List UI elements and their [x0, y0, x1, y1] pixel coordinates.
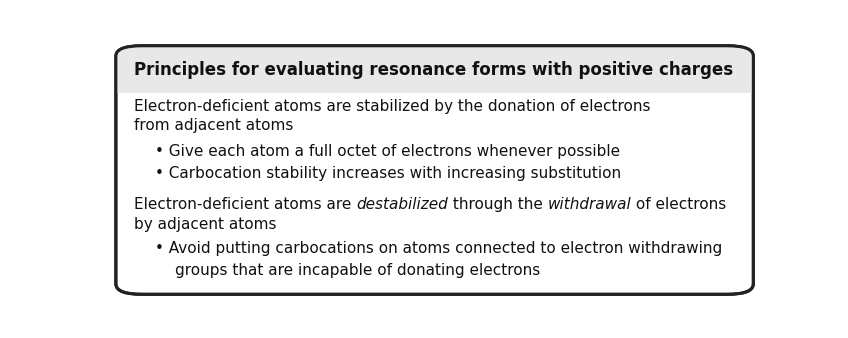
Text: by adjacent atoms: by adjacent atoms [134, 217, 276, 232]
Text: groups that are incapable of donating electrons: groups that are incapable of donating el… [175, 263, 540, 277]
Text: • Carbocation stability increases with increasing substitution: • Carbocation stability increases with i… [155, 166, 622, 181]
Text: • Give each atom a full octet of electrons whenever possible: • Give each atom a full octet of electro… [155, 144, 621, 160]
FancyBboxPatch shape [116, 46, 753, 294]
Text: destabilized: destabilized [356, 197, 448, 212]
Text: Electron-deficient atoms are stabilized by the donation of electrons: Electron-deficient atoms are stabilized … [134, 99, 650, 115]
Text: through the: through the [448, 197, 547, 212]
Text: withdrawal: withdrawal [547, 197, 631, 212]
Text: of electrons: of electrons [631, 197, 727, 212]
Text: Principles for evaluating resonance forms with positive charges: Principles for evaluating resonance form… [134, 62, 733, 79]
Text: from adjacent atoms: from adjacent atoms [134, 118, 293, 134]
Bar [116, 74, 753, 93]
Text: Electron-deficient atoms are: Electron-deficient atoms are [134, 197, 356, 212]
Text: • Avoid putting carbocations on atoms connected to electron withdrawing: • Avoid putting carbocations on atoms co… [155, 241, 722, 256]
FancyBboxPatch shape [116, 46, 753, 93]
